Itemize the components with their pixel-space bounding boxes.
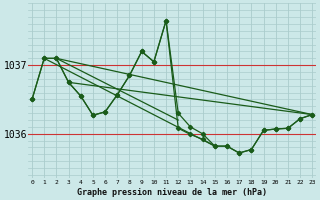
X-axis label: Graphe pression niveau de la mer (hPa): Graphe pression niveau de la mer (hPa): [77, 188, 267, 197]
